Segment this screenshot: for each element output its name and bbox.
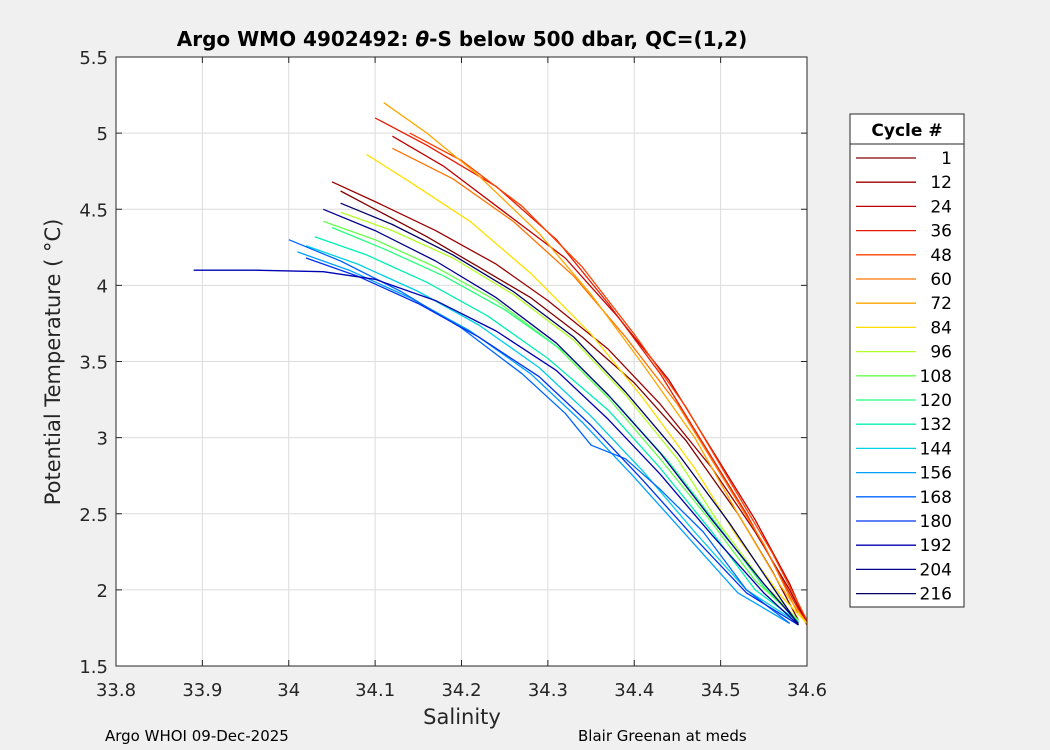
axis-ticks: 33.8 33.9 34 34.1 34.2 34.3 34.4 34.5 34.61.522.… [79, 48, 827, 701]
legend-label: 96 [930, 343, 952, 363]
x-tick-label: 34.3 [528, 680, 568, 701]
legend-label: 36 [930, 222, 952, 242]
series-line-cycle-144 [305, 245, 799, 624]
series-line-cycle-204 [323, 208, 799, 624]
legend-label: 132 [920, 415, 952, 435]
series-line-cycle-48 [409, 132, 808, 621]
series-line-cycle-168 [288, 239, 791, 624]
y-tick-label: 4.5 [79, 200, 108, 221]
x-tick-label: 34.4 [614, 680, 654, 701]
series-line-cycle-180 [305, 257, 799, 626]
y-tick-label: 5 [97, 124, 108, 145]
y-tick-label: 3 [97, 429, 108, 450]
legend-label: 108 [920, 367, 952, 387]
x-tick-label: 34.1 [355, 680, 395, 701]
legend-label: 204 [920, 560, 952, 580]
chart-title: Argo WMO 4902492: θ-S below 500 dbar, QC… [177, 27, 747, 51]
legend-label: 12 [930, 173, 952, 193]
legend-box [849, 113, 965, 608]
legend-label: 48 [930, 246, 952, 266]
x-tick-label: 34.2 [441, 680, 481, 701]
y-tick-label: 3.5 [79, 353, 108, 374]
y-tick-label: 2 [97, 581, 108, 602]
series-layer [193, 102, 808, 626]
series-line-cycle-192 [193, 269, 799, 626]
x-tick-label: 34 [277, 680, 300, 701]
legend-title: Cycle # [871, 121, 942, 141]
x-tick-label: 33.8 [96, 680, 136, 701]
x-tick-label: 34.6 [787, 680, 827, 701]
series-line-cycle-216 [340, 202, 799, 626]
legend-label: 84 [930, 318, 952, 338]
y-axis-label: Potential Temperature ( °C) [41, 219, 65, 506]
legend-label: 24 [930, 197, 952, 217]
series-line-cycle-156 [297, 251, 791, 624]
legend-label: 192 [920, 536, 952, 556]
footer-right: Blair Greenan at meds [578, 727, 747, 745]
footer-left: Argo WHOI 09-Dec-2025 [105, 727, 289, 745]
series-line-cycle-36 [374, 117, 808, 626]
legend-label: 144 [920, 439, 952, 459]
series-line-cycle-24 [392, 135, 808, 624]
legend-label: 60 [930, 270, 952, 290]
x-tick-label: 34.5 [701, 680, 741, 701]
legend-label: 120 [920, 391, 952, 411]
legend-label: 1 [941, 149, 952, 169]
legend-label: 216 [920, 585, 952, 605]
series-line-cycle-96 [340, 211, 799, 621]
legend: Cycle # 1 12 24 36 48 60 72 84 96 108 120 132 144 156… [849, 113, 965, 608]
y-tick-label: 5.5 [79, 48, 108, 69]
x-axis-label: Salinity [423, 705, 501, 729]
y-tick-label: 4 [97, 276, 108, 297]
series-line-cycle-60 [392, 147, 799, 615]
legend-label: 156 [920, 464, 952, 484]
y-tick-label: 2.5 [79, 505, 108, 526]
series-line-cycle-72 [383, 102, 808, 624]
series-line-cycle-108 [323, 220, 799, 621]
x-tick-label: 33.9 [182, 680, 222, 701]
series-line-cycle-132 [314, 236, 799, 623]
y-tick-label: 1.5 [79, 657, 108, 678]
legend-label: 180 [920, 512, 952, 532]
legend-label: 72 [930, 294, 952, 314]
legend-label: 168 [920, 488, 952, 508]
